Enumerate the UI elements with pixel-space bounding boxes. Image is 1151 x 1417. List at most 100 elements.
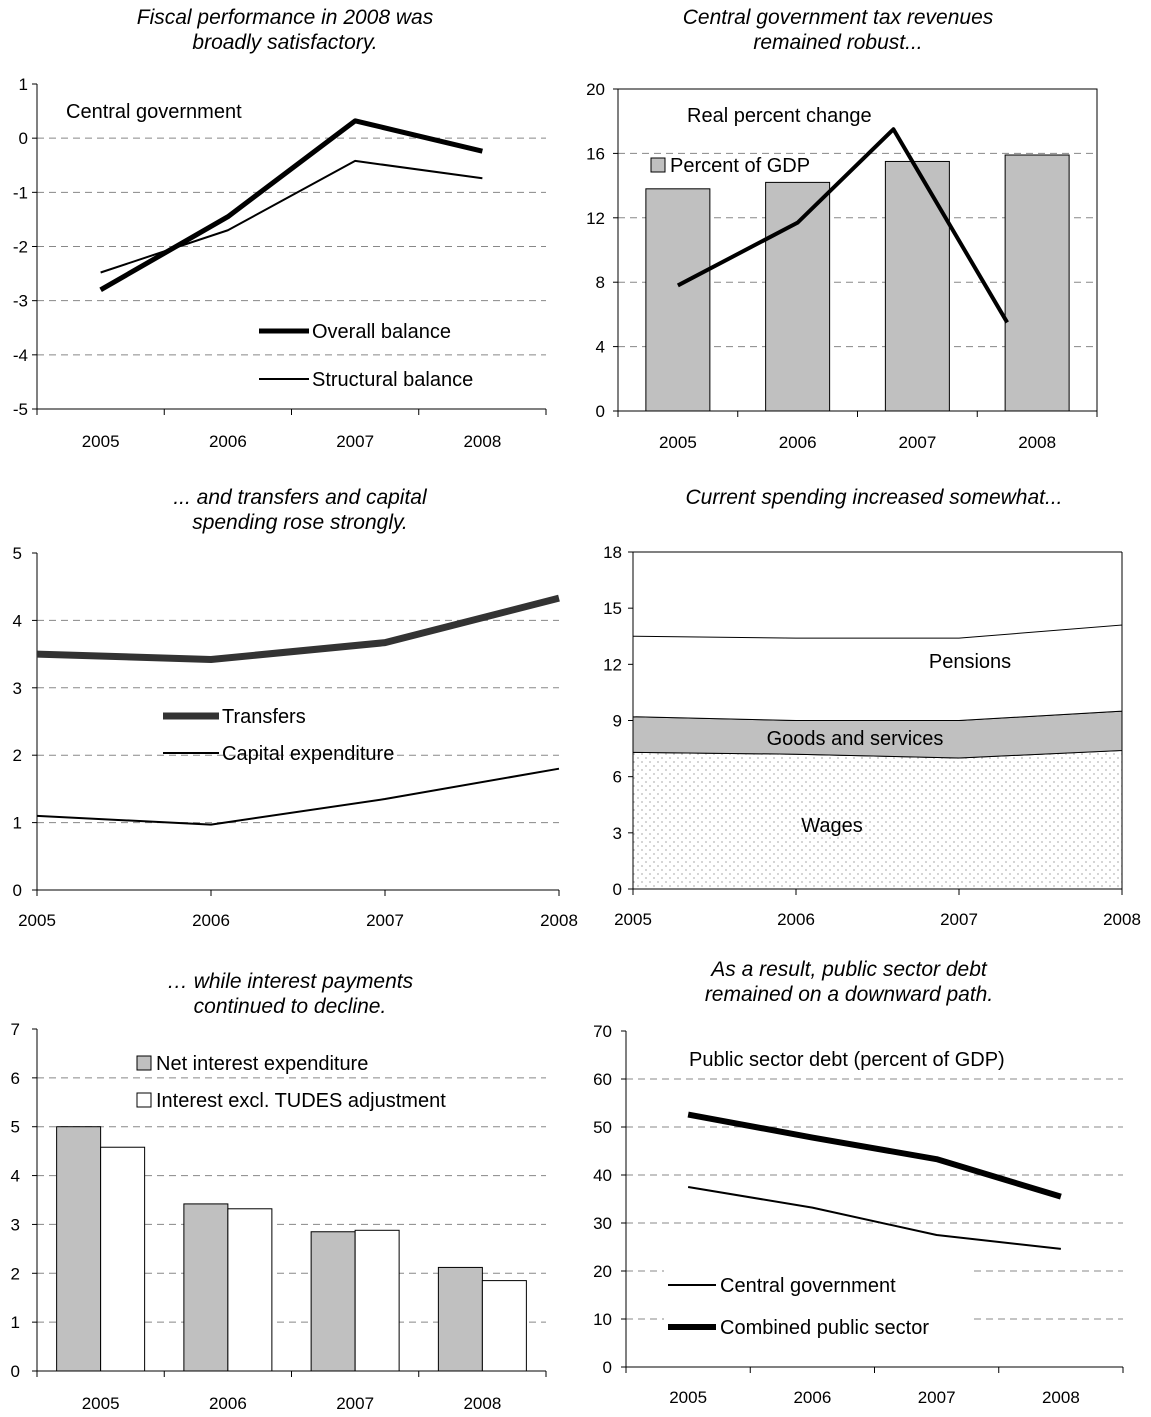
y-tick-label: -3 <box>13 292 28 311</box>
legend-label: Capital expenditure <box>222 743 394 765</box>
x-category-label: 2006 <box>209 432 247 451</box>
x-category-label: 2008 <box>463 432 501 451</box>
bar-percent-of-gdp <box>1004 154 1070 412</box>
x-category-label: 2006 <box>209 1394 247 1412</box>
x-category-label: 2005 <box>659 433 697 452</box>
y-tick-label: 0 <box>13 881 22 900</box>
y-tick-label: 6 <box>613 768 622 787</box>
x-category-label: 2007 <box>336 432 374 451</box>
y-tick-label: 2 <box>11 1264 20 1283</box>
y-tick-label: 10 <box>593 1310 612 1329</box>
chart-title-line: broadly satisfactory. <box>192 31 377 54</box>
y-tick-label: 0 <box>596 402 605 421</box>
x-category-label: 2007 <box>336 1394 374 1412</box>
x-category-label: 2008 <box>1103 910 1141 929</box>
y-tick-label: 60 <box>593 1070 612 1089</box>
bar-percent-of-gdp <box>645 188 711 412</box>
y-tick-label: 0 <box>613 880 622 899</box>
chart-annotation: Central government <box>66 101 242 123</box>
area-label: Pensions <box>929 651 1011 673</box>
bar-interest-excl-tudes <box>227 1208 273 1372</box>
y-tick-label: 12 <box>586 209 605 228</box>
bar-interest-excl-tudes <box>481 1280 527 1372</box>
y-tick-label: 15 <box>603 599 622 618</box>
x-category-label: 2007 <box>918 1388 956 1407</box>
chart-title-line: Fiscal performance in 2008 was <box>137 6 434 29</box>
legend-label: Percent of GDP <box>670 155 810 177</box>
y-tick-label: -5 <box>13 400 28 419</box>
y-tick-label: 70 <box>593 1022 612 1041</box>
series-line-overall-balance <box>99 118 483 293</box>
chart-title-line: remained robust... <box>753 31 922 54</box>
chart-title-line: … while interest payments <box>167 970 414 993</box>
legend-label: Central government <box>720 1275 896 1297</box>
bar-net-interest <box>183 1203 229 1372</box>
y-tick-label: 16 <box>586 144 605 163</box>
chart-title-line: spending rose strongly. <box>192 511 408 534</box>
bar-net-interest <box>310 1231 356 1372</box>
chart-title-line: continued to decline. <box>194 995 387 1018</box>
y-tick-label: 12 <box>603 655 622 674</box>
y-tick-label: 4 <box>13 611 22 630</box>
series-line-central-government <box>687 1186 1061 1250</box>
legend-label: Structural balance <box>312 369 473 391</box>
legend-label: Combined public sector <box>720 1317 929 1339</box>
y-tick-label: 3 <box>11 1215 20 1234</box>
y-tick-label: 0 <box>603 1358 612 1377</box>
line-label: Real percent change <box>687 105 872 127</box>
y-tick-label: 0 <box>11 1362 20 1381</box>
y-tick-label: 1 <box>11 1313 20 1332</box>
x-category-label: 2005 <box>614 910 652 929</box>
bar-percent-of-gdp <box>765 181 831 412</box>
area-label: Wages <box>801 815 863 837</box>
series-line-combined-public-sector <box>687 1111 1062 1200</box>
legend-bar-swatch <box>136 1055 152 1071</box>
legend-label: Transfers <box>222 706 306 728</box>
y-tick-label: -4 <box>13 346 28 365</box>
series-line-real-percent-change <box>676 127 1009 324</box>
x-category-label: 2005 <box>18 911 56 930</box>
y-tick-label: 2 <box>13 746 22 765</box>
x-category-label: 2007 <box>898 433 936 452</box>
legend-label: Overall balance <box>312 321 451 343</box>
area-wages <box>632 749 1123 890</box>
x-category-label: 2005 <box>82 1394 120 1412</box>
bar-interest-excl-tudes <box>100 1146 146 1372</box>
x-category-label: 2008 <box>1042 1388 1080 1407</box>
chart-title-line: ... and transfers and capital <box>173 486 428 509</box>
x-category-label: 2006 <box>777 910 815 929</box>
x-category-label: 2007 <box>366 911 404 930</box>
y-tick-label: -1 <box>13 183 28 202</box>
y-tick-label: 30 <box>593 1214 612 1233</box>
area-pensions <box>632 624 1123 721</box>
x-category-label: 2006 <box>779 433 817 452</box>
legend-bar-swatch <box>650 157 666 173</box>
y-tick-label: 0 <box>19 129 28 148</box>
chart-title-line: remained on a downward path. <box>705 983 993 1006</box>
bar-net-interest <box>56 1126 102 1372</box>
y-tick-label: 6 <box>11 1069 20 1088</box>
x-category-label: 2006 <box>192 911 230 930</box>
y-tick-label: 4 <box>596 338 605 357</box>
y-tick-label: 50 <box>593 1118 612 1137</box>
y-tick-label: 1 <box>13 814 22 833</box>
area-label: Goods and services <box>767 728 944 750</box>
x-category-label: 2008 <box>540 911 578 930</box>
x-category-label: 2005 <box>82 432 120 451</box>
y-tick-label: 7 <box>11 1020 20 1039</box>
y-tick-label: 5 <box>11 1118 20 1137</box>
bar-interest-excl-tudes <box>354 1229 400 1372</box>
y-tick-label: 5 <box>13 544 22 563</box>
x-category-label: 2006 <box>793 1388 831 1407</box>
y-tick-label: 1 <box>19 75 28 94</box>
y-tick-label: -2 <box>13 238 28 257</box>
x-category-label: 2008 <box>1018 433 1056 452</box>
y-tick-label: 20 <box>593 1262 612 1281</box>
y-tick-label: 3 <box>613 824 622 843</box>
chart-title-line: Current spending increased somewhat... <box>685 486 1062 509</box>
y-tick-label: 40 <box>593 1166 612 1185</box>
y-tick-label: 8 <box>596 273 605 292</box>
series-line-capital-expenditure <box>36 767 560 826</box>
x-category-label: 2008 <box>463 1394 501 1412</box>
